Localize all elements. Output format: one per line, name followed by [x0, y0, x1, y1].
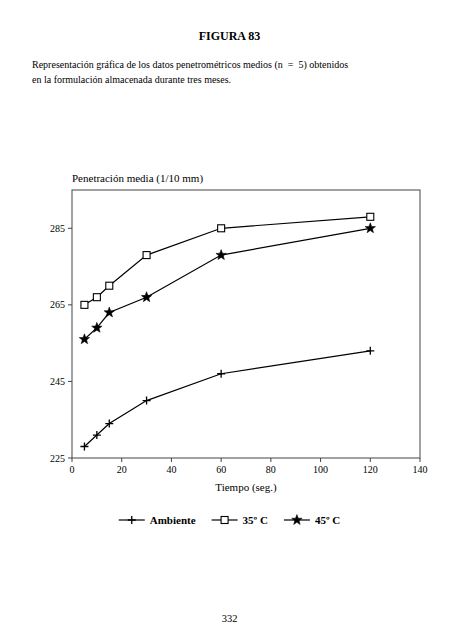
point: [80, 443, 88, 451]
y-tick-label: 225: [50, 453, 65, 464]
legend-label: 45º C: [315, 514, 340, 526]
x-axis-label: Tiempo (seg.): [215, 481, 277, 494]
chart-title: Penetración media (1/10 mm): [72, 172, 203, 185]
description: en la formulación almacenada durante tre…: [32, 74, 231, 85]
point: [365, 223, 375, 233]
plot-frame: [72, 190, 420, 458]
point: [104, 307, 114, 317]
y-tick: [68, 304, 72, 305]
x-tick-label: 40: [166, 464, 176, 475]
x-tick: [221, 458, 222, 462]
point: [143, 397, 151, 405]
x-tick: [420, 458, 421, 462]
legend-marker: [292, 515, 302, 525]
figure-title: FIGURA 83: [199, 29, 261, 43]
point: [105, 420, 113, 428]
x-tick-label: 60: [216, 464, 226, 475]
x-tick: [72, 458, 73, 462]
point: [93, 431, 101, 439]
legend-item: 35º C: [212, 514, 268, 526]
point: [217, 370, 225, 378]
point: [367, 213, 374, 220]
description: Representación gráfica de los datos pene…: [32, 59, 348, 71]
x-tick-label: 100: [313, 464, 328, 475]
series-line: [84, 351, 370, 447]
series-line: [84, 228, 370, 339]
page: FIGURA 83 Representación gráfica de los d…: [0, 0, 459, 640]
legend-label: 35º C: [243, 514, 268, 526]
plot-data: [79, 213, 375, 450]
point: [216, 250, 226, 260]
y-tick: [68, 458, 72, 459]
x-tick: [320, 458, 321, 462]
x-tick: [171, 458, 172, 462]
x-tick: [270, 458, 271, 462]
x-tick-label: 20: [117, 464, 127, 475]
point: [93, 294, 100, 301]
point: [81, 301, 88, 308]
point: [143, 252, 150, 259]
x-tick: [370, 458, 371, 462]
legend-item: 45º C: [284, 514, 340, 526]
point: [218, 225, 225, 232]
legend-label: Ambiente: [150, 514, 196, 526]
point: [106, 282, 113, 289]
legend-item: Ambiente: [119, 514, 196, 526]
y-tick-label: 245: [50, 376, 65, 387]
x-tick-label: 140: [413, 464, 428, 475]
page-number: 332: [222, 613, 238, 624]
y-tick: [68, 381, 72, 382]
x-tick-label: 120: [363, 464, 378, 475]
legend-marker: [128, 516, 136, 524]
x-tick-label: 80: [266, 464, 276, 475]
x-tick: [121, 458, 122, 462]
point: [366, 347, 374, 355]
point: [92, 322, 102, 332]
legend-marker: [221, 517, 228, 524]
point: [79, 334, 89, 344]
y-tick: [68, 228, 72, 229]
point: [141, 292, 151, 302]
series-line: [84, 217, 370, 305]
y-tick-label: 265: [50, 299, 65, 310]
y-tick-label: 285: [50, 223, 65, 234]
legend: Ambiente 35º C 45º C: [119, 514, 341, 526]
x-tick-label: 0: [70, 464, 75, 475]
